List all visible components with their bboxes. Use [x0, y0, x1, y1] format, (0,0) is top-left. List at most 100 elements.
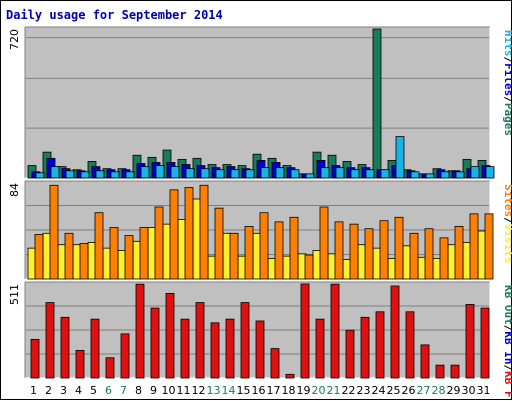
kbytes-panel-bar-kb_f-day-15 [240, 302, 250, 379]
kbytes-panel-bar-kb_f-day-24 [375, 311, 385, 379]
kbytes-panel-bar-kb_f-day-18 [285, 373, 295, 379]
kbytes-panel-bar-kb_f-day-28 [435, 364, 445, 379]
kbytes-panel-legend: KB Out/KB In/KB F [502, 285, 512, 398]
hits-panel-bar-hits-day-27 [425, 173, 435, 179]
visits-panel-bar-sites-day-17 [274, 221, 284, 280]
kbytes-panel-bar-kb_f-day-13 [210, 322, 220, 379]
hits-panel-bar-hits-day-10 [170, 166, 180, 179]
visits-panel-legend-separator: / [502, 217, 512, 224]
kbytes-panel-legend-kb-f: KB F [502, 371, 512, 398]
visits-panel-bar-sites-day-28 [439, 237, 449, 280]
hits-panel-bar-hits-day-20 [320, 167, 330, 179]
hits-panel-bar-hits-day-14 [230, 169, 240, 179]
x-tick-label-16: 16 [252, 384, 266, 397]
hits-panel-legend-hits: Hits [502, 30, 512, 57]
visits-panel-bar-sites-day-13 [214, 207, 224, 280]
x-tick-label-3: 3 [60, 384, 67, 397]
kbytes-panel-bar-kb_f-day-16 [255, 320, 265, 379]
kbytes-panel-bar-kb_f-day-2 [45, 302, 55, 379]
visits-panel-bar-sites-day-25 [394, 216, 404, 280]
hits-panel-bar-hits-day-15 [245, 169, 255, 179]
visits-panel-bar-sites-day-19 [304, 254, 314, 280]
x-tick-label-1: 1 [30, 384, 37, 397]
hits-panel-bar-hits-day-30 [470, 166, 480, 179]
hits-panel-bar-hits-day-28 [440, 171, 450, 179]
hits-panel-legend-pages: Pages [502, 103, 512, 136]
kbytes-panel-bar-kb_f-day-8 [135, 283, 145, 379]
hits-panel-bar-hits-day-1 [35, 172, 45, 179]
hits-panel-bar-hits-day-29 [455, 171, 465, 179]
x-tick-label-11: 11 [177, 384, 191, 397]
hits-panel-bar-hits-day-2 [50, 166, 60, 179]
x-tick-label-8: 8 [135, 384, 142, 397]
x-tick-label-4: 4 [75, 384, 82, 397]
hits-panel-background [25, 27, 490, 178]
hits-panel-bar-hits-day-31 [485, 166, 495, 179]
visits-panel-bar-sites-day-26 [409, 232, 419, 280]
visits-panel-bar-sites-day-27 [424, 228, 434, 280]
visits-panel-bar-sites-day-23 [364, 228, 374, 280]
chart-title: Daily usage for September 2014 [6, 8, 223, 22]
kbytes-panel-bar-kb_f-day-30 [465, 304, 475, 379]
visits-panel-bar-sites-day-10 [169, 189, 179, 280]
hits-panel-bar-hits-day-13 [215, 169, 225, 179]
hits-panel-bar-hits-day-22 [350, 169, 360, 179]
visits-panel-bar-sites-day-15 [244, 226, 254, 280]
visits-panel-bar-sites-day-20 [319, 206, 329, 280]
visits-panel-bar-sites-day-30 [469, 213, 479, 280]
kbytes-panel-bar-kb_f-day-23 [360, 316, 370, 379]
kbytes-panel-bar-kb_f-day-26 [405, 311, 415, 379]
kbytes-panel-bar-kb_f-day-11 [180, 318, 190, 379]
x-tick-label-27: 27 [417, 384, 431, 397]
kbytes-panel-legend-separator: / [502, 365, 512, 372]
hits-panel-legend-separator: / [502, 96, 512, 103]
hits-panel-legend: Hits/Files/Pages [502, 30, 512, 136]
visits-panel-bar-sites-day-2 [49, 184, 59, 280]
hits-panel-bar-hits-day-7 [125, 171, 135, 179]
visits-panel-bar-sites-day-18 [289, 216, 299, 280]
x-tick-label-9: 9 [150, 384, 157, 397]
kbytes-panel-bar-kb_f-day-20 [315, 318, 325, 379]
x-tick-label-6: 6 [105, 384, 112, 397]
hits-panel-bar-hits-day-16 [260, 167, 270, 179]
kbytes-panel-bar-kb_f-day-12 [195, 302, 205, 379]
visits-panel-bar-sites-day-14 [229, 232, 239, 280]
x-tick-label-15: 15 [237, 384, 251, 397]
visits-panel-bar-sites-day-21 [334, 221, 344, 280]
kbytes-panel-bar-kb_f-day-22 [345, 329, 355, 379]
x-tick-label-5: 5 [90, 384, 97, 397]
visits-panel-bar-sites-day-22 [349, 223, 359, 280]
visits-panel-bar-sites-day-31 [484, 213, 494, 280]
visits-panel-legend-sites: Sites [502, 184, 512, 217]
kbytes-panel-bar-kb_f-day-14 [225, 318, 235, 379]
hits-panel-bar-hits-day-26 [410, 171, 420, 179]
hits-panel-bar-hits-day-24 [380, 169, 390, 179]
hits-panel-bar-hits-day-9 [155, 165, 165, 179]
x-tick-label-21: 21 [327, 384, 341, 397]
visits-panel-bar-sites-day-16 [259, 212, 269, 280]
visits-panel-bar-sites-day-9 [154, 206, 164, 280]
hits-panel-bar-hits-day-8 [140, 166, 150, 179]
kbytes-panel-bar-kb_f-day-9 [150, 307, 160, 379]
hits-panel-bar-hits-day-17 [275, 167, 285, 179]
x-tick-label-25: 25 [387, 384, 401, 397]
kbytes-panel-bar-kb_f-day-7 [120, 333, 130, 379]
visits-panel-bar-sites-day-4 [79, 243, 89, 280]
kbytes-panel-bar-kb_f-day-6 [105, 357, 115, 379]
kbytes-panel-bar-kb_f-day-10 [165, 292, 175, 379]
hits-panel-bar-hits-day-12 [200, 168, 210, 179]
x-tick-label-17: 17 [267, 384, 281, 397]
kbytes-panel-bar-kb_f-day-25 [390, 285, 400, 379]
x-tick-label-19: 19 [297, 384, 311, 397]
x-tick-label-28: 28 [432, 384, 446, 397]
visits-panel-bar-sites-day-6 [109, 227, 119, 280]
visits-panel-bar-sites-day-7 [124, 235, 134, 280]
hits-panel-legend-files: Files [502, 63, 512, 96]
hits-panel-bar-hits-day-18 [290, 169, 300, 179]
kbytes-panel-bar-kb_f-day-17 [270, 348, 280, 379]
hits-panel-legend-separator: / [502, 57, 512, 64]
hits-panel-bar-hits-day-23 [365, 169, 375, 179]
x-tick-label-2: 2 [45, 384, 52, 397]
